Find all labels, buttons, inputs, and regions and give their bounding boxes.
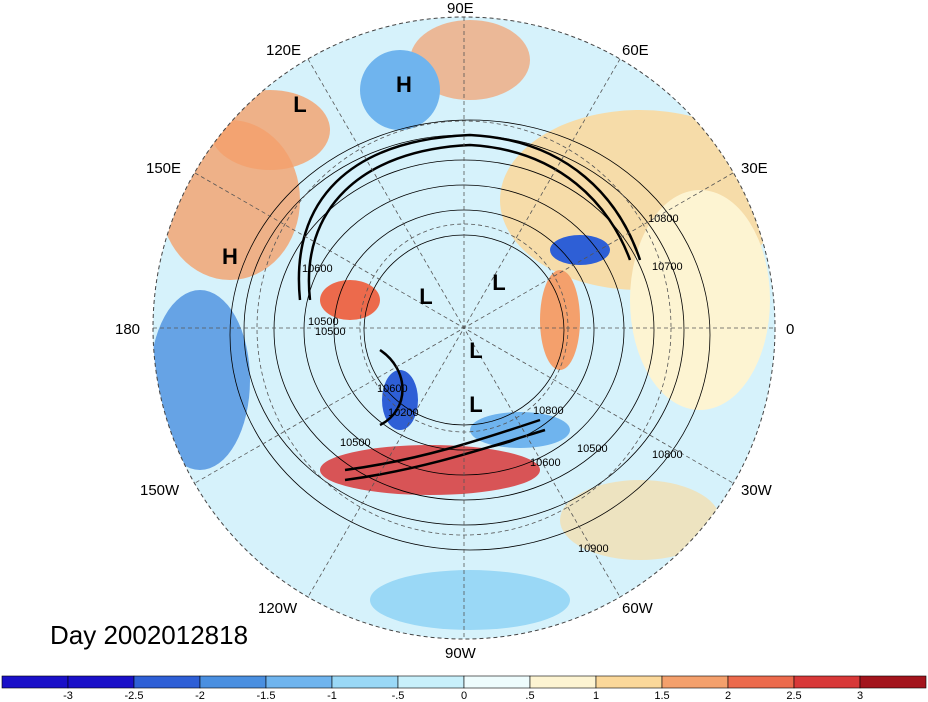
day-label: Day 2002012818 [50, 620, 249, 650]
colorbar-tick-label: -1 [327, 690, 337, 702]
lon-label-60w: 60W [622, 600, 653, 617]
colorbar-tick-label: 2.5 [786, 690, 802, 702]
contour-label: 10600 [377, 383, 408, 395]
colorbar-tick-label: .5 [525, 690, 535, 702]
low-pressure-label: L [469, 392, 482, 417]
lon-label-60e: 60E [622, 42, 649, 59]
contour-label: 10600 [302, 263, 333, 275]
lon-label-30w: 30W [741, 482, 772, 499]
colorbar-segment [661, 675, 729, 689]
contour-label: 10200 [388, 407, 419, 419]
colorbar-tick-label: 3 [856, 690, 864, 702]
colorbar-segment [397, 675, 465, 689]
contour-label: 10900 [578, 543, 609, 555]
lon-label-150w: 150W [140, 482, 180, 499]
high-pressure-label: H [396, 72, 412, 97]
lon-label-120w: 120W [258, 600, 298, 617]
colorbar-segment [727, 675, 795, 689]
colorbar-segment [859, 675, 927, 689]
lon-label-150e: 150E [146, 160, 182, 177]
lon-label-90e: 90E [447, 0, 474, 17]
colorbar-segment [595, 675, 663, 689]
contour-label: 10700 [652, 261, 683, 273]
contour-label: 10600 [530, 457, 561, 469]
contour-label: 10800 [533, 405, 564, 417]
colorbar-segment [463, 675, 531, 689]
low-pressure-label: L [293, 92, 306, 117]
contour-label: 10800 [648, 213, 679, 225]
lon-label-30e: 30E [741, 160, 768, 177]
colorbar-tick-label: -2 [195, 690, 205, 702]
colorbar-segment [331, 675, 399, 689]
high-pressure-label: H [222, 244, 238, 269]
colorbar-segment [1, 675, 69, 689]
contour-label: 10500 [315, 326, 346, 338]
lon-label-120e: 120E [266, 42, 302, 59]
lon-label-90w: 90W [445, 645, 476, 662]
colorbar-tick-label: 1 [592, 690, 600, 702]
colorbar-segment [67, 675, 135, 689]
colorbar-tick-label: 0 [460, 690, 468, 702]
jet-contours [297, 133, 642, 482]
colorbar-tick-label: -2.5 [124, 690, 144, 702]
lon-label-0: 0 [786, 321, 795, 338]
colorbar-tick-label: 1.5 [654, 690, 670, 702]
contour-label: 10500 [577, 443, 608, 455]
low-pressure-label: L [419, 284, 432, 309]
colorbar-segment [265, 675, 333, 689]
low-pressure-label: L [469, 338, 482, 363]
contour-label: 10500 [308, 316, 339, 328]
graticule [153, 17, 775, 639]
colorbar-segment [199, 675, 267, 689]
colorbar-tick-label: -1.5 [256, 690, 276, 702]
colorbar-tick-label: -.5 [391, 690, 405, 702]
contour-label: 10800 [652, 449, 683, 461]
colorbar-tick-label: 2 [724, 690, 732, 702]
colorbar-tick-label: -3 [63, 690, 73, 702]
colorbar-segment [133, 675, 201, 689]
colorbar-segment [793, 675, 861, 689]
colorbar [1, 675, 927, 689]
lon-label-180: 180 [115, 321, 141, 338]
low-pressure-label: L [492, 270, 505, 295]
colorbar-segment [529, 675, 597, 689]
anomaly-field [153, 20, 775, 630]
contour-label: 10500 [340, 437, 371, 449]
